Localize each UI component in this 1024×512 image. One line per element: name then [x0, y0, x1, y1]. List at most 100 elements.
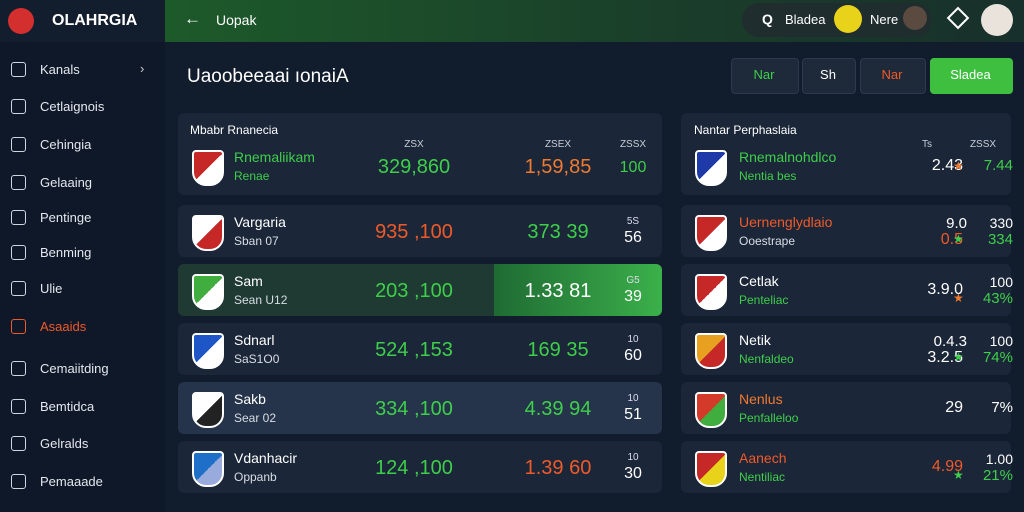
team-logo [695, 215, 727, 251]
stat-2: 21% [982, 467, 1013, 484]
button[interactable] [731, 58, 799, 94]
back-label[interactable]: Uopak [216, 12, 257, 28]
player-name: Uernenglydlaio [739, 214, 833, 230]
team-logo [695, 333, 727, 369]
player-row[interactable] [681, 264, 1011, 316]
odds-c-top: 5S [626, 216, 640, 227]
profile-avatar[interactable] [981, 4, 1013, 36]
user-name[interactable]: Nere [870, 12, 899, 27]
odds-b: 169 35 [527, 339, 589, 361]
team-name: Vargaria [234, 214, 286, 230]
player-row[interactable] [681, 441, 1011, 493]
nav-item[interactable]: Cemaiitding [40, 361, 109, 376]
odds-b: 1.39 60 [524, 457, 592, 479]
stat-top: 100 [989, 333, 1013, 349]
match-row[interactable] [178, 205, 662, 257]
player-row[interactable] [681, 382, 1011, 434]
nav-icon [11, 62, 26, 77]
odds-b: 4.39 94 [524, 398, 592, 420]
chevron: › [140, 61, 145, 76]
nav-item[interactable]: Asaaids [40, 319, 87, 334]
team-name: Vdanhacir [234, 450, 298, 466]
player-name: Cetlak [739, 273, 779, 289]
stat-2: 7.44 [983, 157, 1013, 174]
stat-1: 4.99 [931, 458, 963, 475]
button[interactable] [930, 58, 1013, 94]
nav-icon [11, 361, 26, 376]
player-sub: Ooestrape [739, 234, 796, 248]
button-label[interactable]: Sladea [950, 67, 991, 82]
nav-icon [11, 436, 26, 451]
stat-1: 3.2.5 [927, 349, 963, 366]
team-logo [695, 274, 727, 310]
trend-icon: ★ [953, 232, 964, 246]
back-arrow[interactable]: ← [184, 9, 201, 28]
stat-2: 334 [987, 231, 1013, 248]
stat-top: 330 [989, 215, 1013, 231]
team-sub: SaS1O0 [234, 352, 280, 366]
odds-b: 1.33 81 [524, 280, 592, 302]
team-logo [695, 392, 727, 428]
nav-icon [11, 281, 26, 296]
team-logo [695, 451, 727, 487]
trend-icon: ★ [953, 468, 964, 482]
nav-item[interactable]: Gelralds [40, 436, 89, 451]
stat-2: 74% [982, 349, 1013, 366]
nav-icon [11, 245, 26, 260]
nav-item[interactable]: Cetlaignois [40, 99, 105, 114]
stat-1: 29 [945, 399, 963, 416]
column-header: Ts [922, 139, 932, 150]
button-label[interactable]: Sh [820, 67, 836, 82]
odds-c: 60 [624, 347, 642, 364]
odds-b: 373 39 [527, 221, 589, 243]
stat-1: 3.9.0 [927, 281, 963, 298]
player-name: Netik [739, 332, 771, 348]
match-row[interactable] [178, 441, 662, 493]
button-label[interactable]: Nar [753, 67, 775, 82]
column-header: ZSSX [619, 139, 647, 150]
odds-a: 124 ,100 [375, 457, 453, 479]
team-logo [192, 392, 224, 428]
nav-item[interactable]: Gelaaing [40, 175, 93, 190]
nav-icon [11, 99, 26, 114]
stat-2: 43% [982, 290, 1013, 307]
stat-top: 1.00 [985, 451, 1013, 467]
stat-2: 7% [991, 399, 1013, 416]
match-row[interactable] [178, 382, 662, 434]
odds-a: 329,860 [377, 156, 451, 178]
player-row[interactable] [681, 205, 1011, 257]
odds-b: 1,59,85 [524, 156, 592, 178]
team-logo [695, 150, 727, 186]
nav-item[interactable]: Ulie [40, 281, 63, 296]
player-row[interactable] [681, 323, 1011, 375]
stat-1: 2.43 [931, 157, 963, 174]
players-panel [681, 113, 1011, 195]
column-header: ZSEX [544, 139, 572, 150]
button[interactable] [802, 58, 856, 94]
player-sub: Nenfaldeo [739, 352, 794, 366]
match-row[interactable] [178, 323, 662, 375]
nav-item[interactable]: Kanals [40, 62, 80, 77]
trend-icon: ★ [953, 291, 964, 305]
nav-item[interactable]: Bemtidca [40, 399, 95, 414]
logo-text: OLAHRGIA [52, 12, 138, 29]
button-label[interactable]: Nar [881, 67, 903, 82]
trend-icon: ★ [953, 350, 964, 364]
nav-item[interactable]: Benming [40, 245, 92, 260]
odds-c: 30 [624, 465, 642, 482]
nav-item[interactable]: Pemaaade [40, 474, 103, 489]
team-sub: Sear 02 [234, 411, 277, 425]
team-name: Rnemaliikam [234, 149, 315, 165]
search-text[interactable]: Bladea [785, 12, 826, 27]
button[interactable] [860, 58, 926, 94]
odds-c: 51 [624, 406, 642, 423]
avatar-small [834, 5, 862, 33]
player-sub: Penteliac [739, 293, 789, 307]
odds-a: 524 ,153 [375, 339, 453, 361]
nav-item[interactable]: Cehingia [40, 137, 92, 152]
stat-top: 100 [989, 274, 1013, 290]
nav-icon [11, 319, 26, 334]
player-sub: Nentiliac [739, 470, 786, 484]
nav-item[interactable]: Pentinge [40, 210, 92, 225]
